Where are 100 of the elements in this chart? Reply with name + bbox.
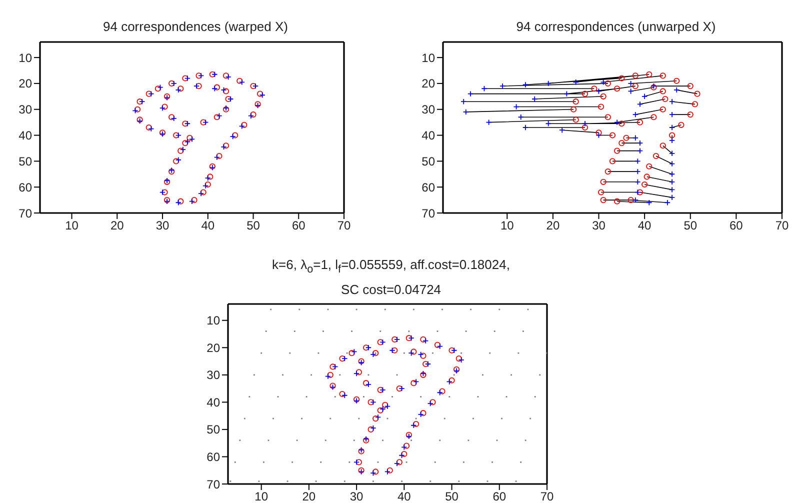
point xyxy=(614,198,620,204)
point xyxy=(406,335,412,342)
x-tick-label: 10 xyxy=(65,218,79,233)
point xyxy=(216,112,222,119)
point xyxy=(636,148,644,154)
point xyxy=(669,132,676,138)
point xyxy=(377,407,384,414)
y-tick-label: 40 xyxy=(206,395,220,410)
point xyxy=(232,132,238,138)
point xyxy=(600,178,606,185)
point xyxy=(518,114,524,120)
point xyxy=(669,160,676,167)
y-tick-label: 60 xyxy=(422,180,436,194)
point xyxy=(439,388,446,394)
point xyxy=(401,450,408,458)
point xyxy=(669,98,676,105)
point xyxy=(674,78,680,84)
point xyxy=(456,355,462,362)
y-tick-label: 10 xyxy=(206,314,220,328)
chart-title: 94 correspondences (unwarped X) xyxy=(515,18,717,36)
point xyxy=(214,114,220,120)
y-tick-label: 20 xyxy=(206,340,220,355)
chart-title: 94 correspondences (warped X) xyxy=(102,18,289,36)
point xyxy=(430,399,436,406)
point xyxy=(604,80,611,87)
y-tick-label: 10 xyxy=(18,50,32,65)
y-tick-label: 30 xyxy=(206,368,220,382)
point xyxy=(146,124,152,131)
point xyxy=(327,372,334,378)
point xyxy=(692,101,698,108)
point xyxy=(401,444,408,450)
point xyxy=(175,86,182,93)
point xyxy=(545,120,552,127)
point xyxy=(600,196,606,204)
point xyxy=(522,82,529,88)
point xyxy=(396,385,402,392)
point xyxy=(178,198,184,204)
point xyxy=(582,90,588,97)
point xyxy=(186,134,193,141)
x-tick-label: 20 xyxy=(302,490,316,503)
point xyxy=(342,392,348,398)
point xyxy=(636,140,644,146)
point xyxy=(324,373,332,380)
point xyxy=(662,96,668,102)
point xyxy=(148,90,154,97)
point xyxy=(642,181,648,188)
point xyxy=(225,74,232,80)
point xyxy=(132,108,138,114)
point xyxy=(545,80,552,87)
y-tick-label: 30 xyxy=(18,102,32,117)
point xyxy=(618,120,625,127)
point xyxy=(377,339,384,346)
x-tick-label: 70 xyxy=(540,490,554,503)
point xyxy=(374,414,382,420)
point xyxy=(618,140,625,146)
point xyxy=(632,196,638,204)
point xyxy=(650,114,657,120)
point xyxy=(634,189,641,196)
point xyxy=(162,189,168,196)
point xyxy=(532,96,538,102)
point xyxy=(368,426,374,433)
point xyxy=(646,200,652,206)
point xyxy=(634,178,641,185)
point xyxy=(384,468,391,475)
y-tick-label: 50 xyxy=(206,422,220,437)
point xyxy=(570,106,577,112)
point xyxy=(214,84,220,90)
point xyxy=(200,119,206,126)
point xyxy=(674,86,680,93)
point xyxy=(202,119,209,126)
point xyxy=(418,351,424,358)
point xyxy=(646,163,652,170)
y-tick-label: 20 xyxy=(18,76,32,91)
point xyxy=(204,174,211,182)
point xyxy=(572,98,579,105)
point xyxy=(380,339,386,346)
point xyxy=(198,72,204,79)
point xyxy=(446,378,452,385)
point xyxy=(394,460,400,467)
point xyxy=(408,350,414,356)
point xyxy=(609,158,616,164)
point xyxy=(634,158,641,164)
point xyxy=(614,119,620,126)
point xyxy=(660,88,666,94)
point xyxy=(386,467,393,474)
point xyxy=(196,82,202,90)
point xyxy=(669,111,676,118)
point xyxy=(212,71,218,78)
point xyxy=(351,348,358,355)
point xyxy=(609,132,616,138)
point xyxy=(420,352,426,359)
point xyxy=(184,120,191,127)
point xyxy=(669,186,676,193)
point xyxy=(420,410,426,416)
point xyxy=(500,82,506,90)
point xyxy=(370,351,376,358)
x-tick-label: 20 xyxy=(546,218,560,233)
point xyxy=(413,420,420,428)
x-tick-label: 70 xyxy=(337,218,351,233)
point xyxy=(669,137,676,144)
